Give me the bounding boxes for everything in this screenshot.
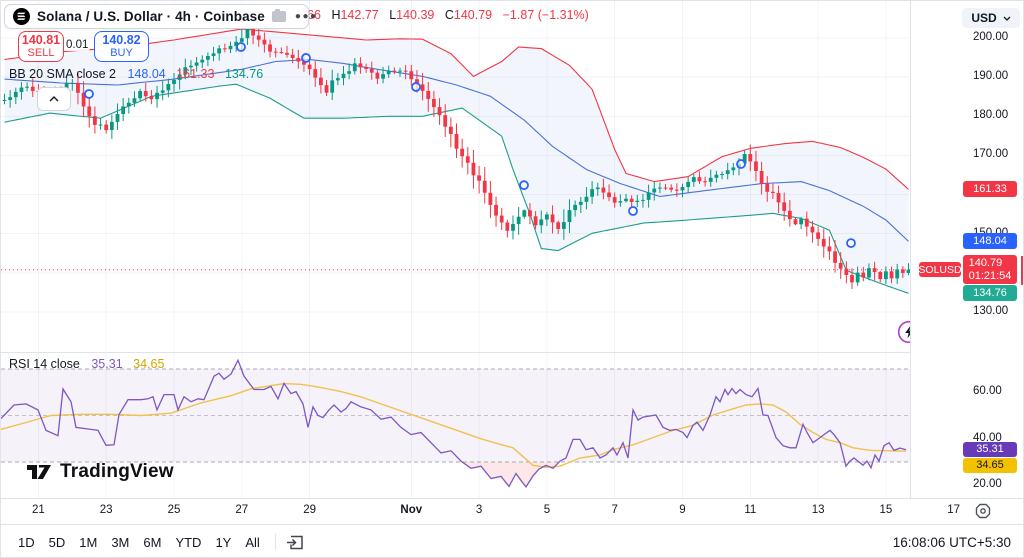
range-1y[interactable]: 1Y: [215, 534, 232, 550]
range-6m[interactable]: 6M: [143, 534, 162, 550]
range-5d[interactable]: 5D: [48, 534, 66, 550]
chevron-down-icon: [1003, 16, 1011, 21]
time-tick-label: 21: [31, 504, 45, 516]
price-badge: 140.79 01:21:54: [963, 255, 1017, 285]
rsi-axis-label: 20.00: [973, 478, 1002, 491]
symbol-title: Solana / U.S. Dollar · 4h · Coinbase: [37, 9, 265, 24]
rsi-ma-value: 34.65: [133, 357, 165, 371]
buy-button[interactable]: 140.82 BUY: [94, 31, 149, 62]
bb-upper-value: 161.33: [176, 67, 215, 81]
price-range-strip: [1021, 255, 1023, 285]
spread-value: 0.01: [64, 39, 91, 51]
footer-toolbar: 1D 5D 1M 3M 6M YTD 1Y All 16:08:06 UTC+5…: [1, 524, 1023, 557]
ohlc-readout: O142.66 H142.77 L140.39 C140.79 −1.87 (−…: [273, 8, 589, 22]
time-tick-label: Nov: [400, 504, 423, 516]
range-ytd[interactable]: YTD: [175, 534, 202, 550]
camera-icon[interactable]: [271, 9, 286, 22]
time-tick-label: 7: [611, 504, 618, 516]
symbol-price-tag: SOLUSD: [918, 262, 962, 278]
rsi-axis-label: 40.00: [973, 431, 1002, 444]
rsi-value: 35.31: [91, 357, 123, 371]
range-1m[interactable]: 1M: [79, 534, 98, 550]
price-axis[interactable]: USD 200.00190.00180.00170.00160.00150.00…: [910, 1, 1023, 498]
clock[interactable]: 16:08:06 UTC+5:30: [892, 534, 1011, 550]
price-axis-label: 180.00: [973, 109, 1009, 122]
currency-selector[interactable]: USD: [962, 8, 1020, 28]
bb-basis-value: 148.04: [127, 67, 166, 81]
time-tick-label: 17: [947, 504, 961, 516]
rsi-axis-label: 60.00: [973, 385, 1002, 398]
range-all[interactable]: All: [245, 534, 260, 550]
time-tick-label: 9: [679, 504, 686, 516]
time-tick-label: 27: [235, 504, 249, 516]
axis-settings-gear-icon[interactable]: [973, 502, 993, 522]
price-badge: 148.04: [963, 233, 1017, 250]
sell-button[interactable]: 140.81 SELL: [18, 31, 64, 62]
rsi-badge: 34.65: [963, 457, 1017, 474]
go-to-date-icon[interactable]: [286, 534, 305, 551]
time-tick-label: 5: [543, 504, 551, 516]
bb-indicator-label[interactable]: BB 20 SMA close 2 148.04 161.33 134.76: [9, 67, 264, 81]
collapse-panel-button[interactable]: [37, 87, 71, 111]
time-tick-label: 15: [879, 504, 893, 516]
price-axis-label: 190.00: [973, 70, 1009, 83]
time-tick-label: 23: [99, 504, 113, 516]
time-axis[interactable]: 21 23 25 27 29 Nov 3 5 7 9 11 13 15 17: [1, 498, 1023, 524]
price-axis-label: 200.00: [973, 31, 1009, 43]
price-badge: 161.33: [963, 181, 1017, 198]
rsi-badge: 35.31: [963, 441, 1017, 458]
range-3m[interactable]: 3M: [111, 534, 130, 550]
price-badge: 134.76: [963, 285, 1017, 302]
bb-lower-value: 134.76: [224, 67, 264, 81]
range-1d[interactable]: 1D: [18, 534, 35, 550]
symbol-panel[interactable]: Solana / U.S. Dollar · 4h · Coinbase ●●●: [4, 4, 316, 29]
tradingview-logo-icon: [27, 465, 51, 479]
more-menu-icon[interactable]: ●●●: [294, 11, 318, 22]
buy-price: 140.82: [102, 32, 141, 47]
time-tick-label: 25: [167, 504, 181, 516]
time-tick-label: 3: [475, 504, 483, 516]
price-axis-label: 170.00: [973, 148, 1009, 161]
footer-divider: [274, 534, 276, 550]
price-axis-label: 130.00: [973, 304, 1009, 317]
solana-logo-icon: [13, 8, 30, 25]
time-tick-label: 13: [811, 504, 825, 516]
rsi-indicator-label[interactable]: RSI 14 close 35.31 34.65: [9, 357, 165, 371]
tradingview-logo[interactable]: TradingView: [27, 461, 174, 483]
sell-price: 140.81: [21, 32, 61, 47]
time-tick-label: 29: [303, 504, 316, 516]
time-tick-label: 11: [744, 504, 757, 516]
